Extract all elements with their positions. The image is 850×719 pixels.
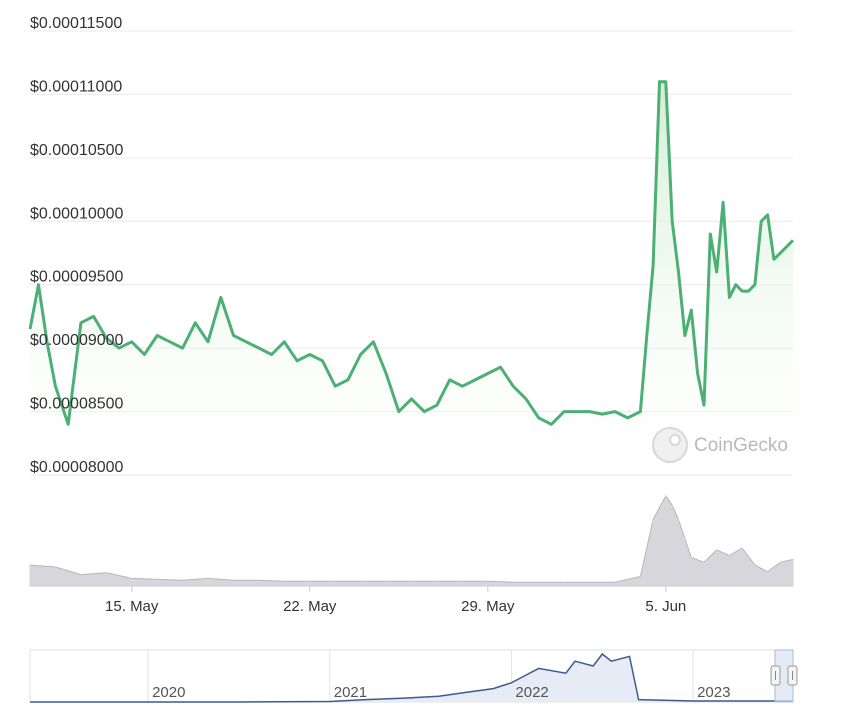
navigator-line bbox=[30, 652, 793, 703]
coingecko-logo-eye-icon bbox=[669, 434, 681, 446]
y-tick-label: $0.00010500 bbox=[30, 142, 124, 159]
navigator[interactable]: 2020 2021 2022 2023 bbox=[29, 649, 798, 703]
navigator-year-label: 2020 bbox=[152, 684, 185, 701]
navigator-year-label: 2023 bbox=[697, 684, 730, 701]
y-tick-label: $0.00011500 bbox=[30, 15, 122, 32]
navigator-frame bbox=[29, 649, 794, 703]
price-area-group bbox=[28, 80, 795, 475]
x-tick-label: 15. May bbox=[105, 598, 159, 615]
y-axis-labels: $0.00008000 $0.00008500 $0.00009000 $0.0000… bbox=[30, 15, 124, 476]
y-tick-label: $0.00009000 bbox=[30, 332, 124, 349]
navigator-area-fill bbox=[30, 654, 793, 702]
y-tick-label: $0.00010000 bbox=[30, 205, 124, 222]
navigator-labels: 2020 2021 2022 2023 bbox=[152, 684, 730, 701]
y-tick-label: $0.00009500 bbox=[30, 269, 124, 286]
x-tick-label: 29. May bbox=[461, 598, 515, 615]
navigator-year-label: 2021 bbox=[334, 684, 367, 701]
y-tick-label: $0.00008000 bbox=[30, 459, 124, 476]
navigator-area-group bbox=[30, 652, 793, 703]
y-tick-label: $0.00008500 bbox=[30, 396, 124, 413]
x-tick-label: 22. May bbox=[283, 598, 337, 615]
navigator-year-label: 2022 bbox=[515, 684, 548, 701]
watermark: CoinGecko bbox=[652, 427, 788, 463]
coingecko-logo-icon bbox=[652, 427, 688, 463]
x-axis-labels: 15. May 22. May 29. May 5. Jun bbox=[105, 586, 686, 615]
y-tick-label: $0.00011000 bbox=[30, 78, 122, 95]
price-area-fill bbox=[30, 81, 793, 475]
volume-bars bbox=[29, 494, 794, 587]
x-tick-label: 5. Jun bbox=[645, 598, 686, 615]
price-line bbox=[28, 80, 795, 426]
watermark-text: CoinGecko bbox=[694, 435, 788, 456]
